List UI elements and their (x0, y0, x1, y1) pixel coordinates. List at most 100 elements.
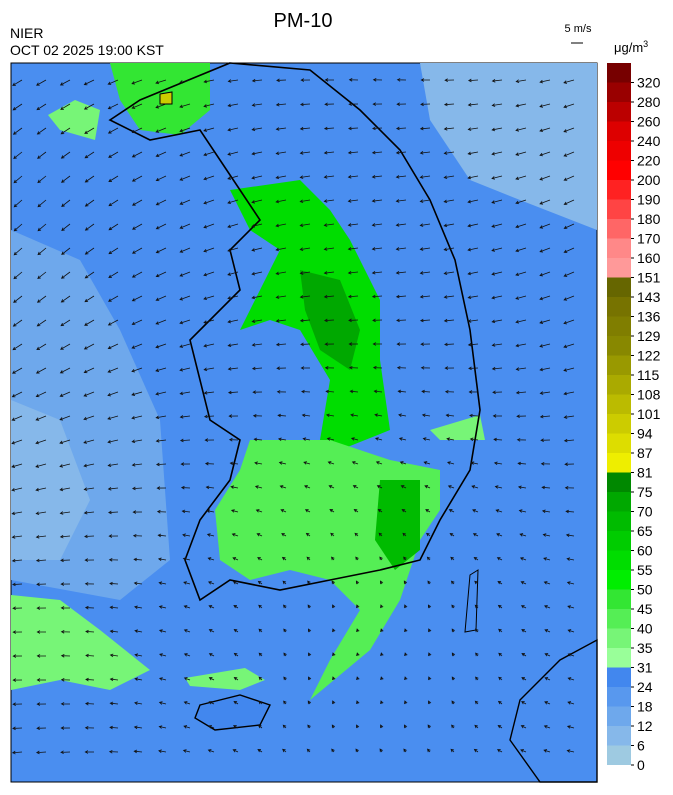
colorbar-segment (607, 472, 631, 492)
wind-arrow (404, 652, 408, 657)
wind-arrow (356, 676, 360, 681)
colorbar-label: 143 (637, 289, 661, 305)
wind-arrow (307, 604, 311, 609)
colorbar-label: 170 (637, 231, 661, 247)
wind-arrow (497, 700, 503, 705)
wind-arrow (283, 676, 287, 681)
wind-arrow (203, 175, 215, 181)
colorbar-label: 35 (637, 640, 653, 656)
wind-arrow (258, 652, 263, 657)
wind-arrow (155, 367, 167, 372)
wind-arrow (227, 319, 239, 324)
wind-arrow (324, 366, 335, 370)
wind-arrow (12, 367, 23, 374)
wind-arrow (179, 151, 191, 157)
wind-arrow (491, 151, 503, 156)
wind-arrow (379, 556, 383, 561)
wind-arrow (107, 415, 119, 420)
colorbar-segment (607, 355, 631, 375)
wind-arrow (347, 247, 359, 251)
wind-arrow (544, 605, 551, 609)
wind-arrow (283, 700, 287, 705)
wind-arrow (324, 342, 335, 346)
wind-arrow (373, 389, 383, 394)
wind-arrow (332, 652, 336, 657)
wind-arrow (83, 510, 95, 515)
wind-arrow (35, 511, 47, 515)
colorbar-segment (607, 336, 631, 356)
wind-arrow (395, 247, 407, 251)
wind-arrow (251, 247, 263, 252)
wind-arrow (36, 103, 47, 111)
wind-arrow (282, 604, 287, 609)
wind-arrow (227, 199, 239, 204)
colorbar-label: 55 (637, 562, 653, 578)
wind-arrow (428, 676, 432, 681)
wind-arrow (276, 78, 287, 83)
wind-arrow (275, 247, 287, 252)
wind-arrow (428, 628, 432, 633)
wind-arrow (107, 319, 119, 326)
wind-arrow (497, 581, 503, 585)
wind-arrow (227, 295, 239, 300)
wind-arrow (275, 295, 287, 299)
wind-arrow (376, 485, 383, 489)
wind-arrow (133, 749, 143, 754)
wind-arrow (428, 700, 432, 705)
wind-arrow (233, 605, 239, 609)
wind-arrow (520, 581, 527, 585)
wind-arrow (12, 678, 23, 682)
wind-arrow (563, 415, 575, 419)
wind-arrow (85, 629, 95, 634)
wind-arrow (332, 676, 336, 681)
wind-arrow (450, 556, 455, 561)
wind-arrow (179, 223, 191, 229)
wind-arrow (419, 271, 431, 275)
colorbar-segment (607, 180, 631, 200)
wind-arrow (13, 199, 23, 208)
wind-arrow (347, 294, 359, 299)
wind-arrow (13, 175, 23, 184)
wind-arrow (158, 725, 167, 729)
wind-arrow (350, 437, 359, 441)
wind-arrow (395, 223, 407, 227)
colorbar-label: 81 (637, 465, 653, 481)
wind-arrow (380, 676, 384, 681)
wind-arrow (107, 127, 119, 134)
wind-arrow (395, 271, 407, 275)
wind-arrow (83, 103, 95, 110)
colorbar-segment (607, 550, 631, 570)
wind-arrow (35, 463, 47, 468)
colorbar-label: 18 (637, 699, 653, 715)
wind-arrow (11, 415, 23, 421)
wind-arrow (356, 652, 360, 657)
wind-arrow (445, 413, 455, 418)
wind-arrow (420, 366, 431, 370)
colorbar-segment (607, 687, 631, 707)
colorbar-label: 240 (637, 133, 661, 149)
wind-arrow (13, 271, 23, 280)
wind-arrow (277, 413, 287, 418)
wind-arrow (347, 150, 359, 155)
wind-arrow (352, 485, 359, 489)
colorbar-label: 180 (637, 211, 661, 227)
wind-arrow (567, 605, 575, 609)
wind-arrow (299, 271, 311, 275)
wind-arrow (83, 343, 95, 350)
wind-arrow (299, 126, 311, 131)
wind-arrow (206, 509, 215, 513)
wind-arrow (157, 557, 167, 562)
colorbar-label: 160 (637, 250, 661, 266)
wind-arrow (351, 461, 359, 465)
wind-arrow (544, 677, 551, 681)
wind-arrow (275, 102, 287, 107)
wind-arrow (404, 724, 408, 729)
wind-arrow (542, 533, 551, 537)
wind-arrow (107, 103, 119, 110)
wind-arrow (541, 509, 551, 514)
wind-arrow (299, 247, 311, 251)
wind-arrow (521, 629, 527, 633)
wind-arrow (544, 629, 551, 633)
wind-arrow (443, 223, 455, 228)
wind-arrow (347, 175, 359, 179)
